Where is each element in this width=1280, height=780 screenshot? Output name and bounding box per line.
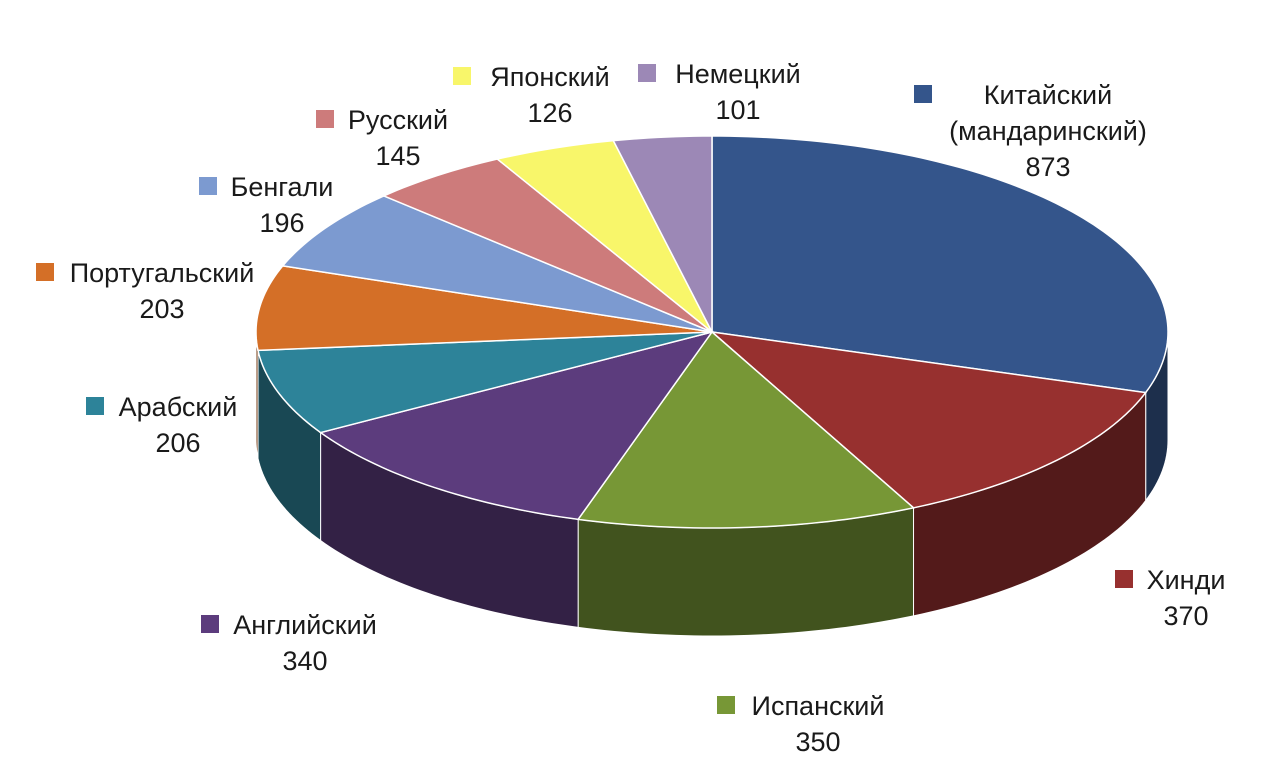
legend-swatch-китайский — [914, 85, 932, 103]
slice-label-английский: Английский — [233, 610, 377, 640]
slice-value-немецкий: 101 — [715, 95, 760, 125]
pie-slice-русский — [381, 158, 713, 333]
pie-slice-хинди — [709, 330, 1148, 509]
slice-label-японский: Японский — [490, 62, 610, 92]
pie-label-английский: Английский 340 — [201, 610, 377, 676]
pie-label-бенгали: Бенгали 196 — [199, 172, 333, 238]
legend-swatch-бенгали — [199, 177, 217, 195]
pie-slice-китайский — [711, 135, 1169, 394]
slice-value-китайский: 873 — [1025, 152, 1070, 182]
pie-slice-испанский — [576, 330, 916, 529]
legend-swatch-английский — [201, 615, 219, 633]
pie-slice-бенгали — [281, 195, 713, 333]
slice-value-испанский: 350 — [795, 727, 840, 757]
pie-slice-английский — [318, 330, 714, 521]
pie-label-немецкий: Немецкий 101 — [638, 59, 801, 125]
legend-swatch-японский — [453, 67, 471, 85]
slice-label-русский: Русский — [348, 105, 448, 135]
pie-sides — [255, 331, 1169, 637]
pie-label-хинди: Хинди 370 — [1115, 565, 1225, 631]
pie-label-японский: Японский 126 — [453, 62, 610, 128]
pie-label-португальский: Португальский 203 — [36, 258, 254, 324]
legend-swatch-арабский — [86, 397, 104, 415]
slice-value-арабский: 206 — [155, 428, 200, 458]
slice-label-португальский: Португальский — [70, 258, 255, 288]
legend-swatch-испанский — [717, 696, 735, 714]
slice-value-английский: 340 — [282, 646, 327, 676]
slice-label-испанский: Испанский — [752, 691, 885, 721]
slice-value-японский: 126 — [527, 98, 572, 128]
pie-slice-арабский — [257, 331, 713, 434]
pie-slice-немецкий — [612, 135, 713, 333]
slice-value-русский: 145 — [375, 141, 420, 171]
slice-label-немецкий: Немецкий — [675, 59, 801, 89]
pie-slice-японский — [495, 139, 713, 333]
legend-swatch-немецкий — [638, 64, 656, 82]
pie-label-китайский: Китайский (мандаринский) 873 — [914, 80, 1147, 182]
slice-label-арабский: Арабский — [119, 392, 238, 422]
legend-swatch-португальский — [36, 263, 54, 281]
legend-swatch-русский — [316, 110, 334, 128]
slice-label-бенгали: Бенгали — [231, 172, 334, 202]
slice-value-португальский: 203 — [139, 294, 184, 324]
pie-label-испанский: Испанский 350 — [717, 691, 884, 757]
legend-swatch-хинди — [1115, 570, 1133, 588]
slice-value-бенгали: 196 — [259, 208, 304, 238]
slice-label-китайский-line-2: (мандаринский) — [949, 116, 1147, 146]
slice-label-китайский-line-1: Китайский — [984, 80, 1112, 110]
pie-slice-португальский — [255, 265, 713, 352]
pie-label-русский: Русский 145 — [316, 105, 448, 171]
slice-label-хинди: Хинди — [1147, 565, 1226, 595]
pie-labels: Китайский (мандаринский) 873 Хинди 370 Испанс… — [36, 59, 1225, 757]
slice-value-хинди: 370 — [1163, 601, 1208, 631]
pie-label-арабский: Арабский 206 — [86, 392, 237, 458]
pie-tops — [255, 135, 1169, 529]
